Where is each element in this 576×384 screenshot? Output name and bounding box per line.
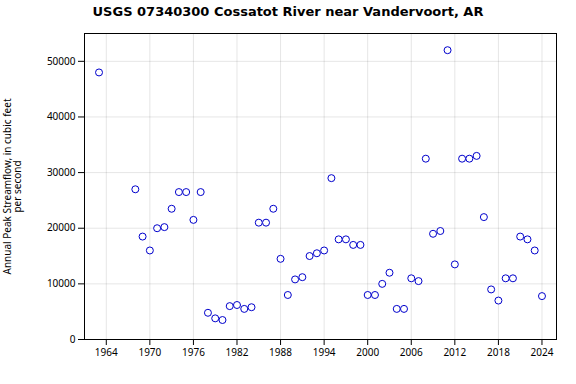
svg-text:2006: 2006 [400, 345, 423, 359]
svg-text:Annual Peak Streamflow, in cub: Annual Peak Streamflow, in cubic feetper… [0, 98, 24, 274]
svg-text:20000: 20000 [47, 220, 76, 234]
svg-text:2000: 2000 [356, 345, 379, 359]
svg-text:0: 0 [70, 332, 76, 346]
svg-text:10000: 10000 [47, 276, 76, 290]
svg-text:50000: 50000 [47, 54, 76, 68]
svg-text:1994: 1994 [313, 345, 336, 359]
html-text:USGS 07340300 Cossatot River n: USGS 07340300 Cossatot River near Vander… [92, 4, 484, 19]
svg-text:2024: 2024 [531, 345, 554, 359]
svg-text:1982: 1982 [226, 345, 249, 359]
svg-text:1970: 1970 [138, 345, 161, 359]
svg-text:1988: 1988 [269, 345, 292, 359]
svg-text:1964: 1964 [95, 345, 118, 359]
svg-text:40000: 40000 [47, 109, 76, 123]
svg-text:30000: 30000 [47, 165, 76, 179]
svg-text:2018: 2018 [487, 345, 510, 359]
svg-text:1976: 1976 [182, 345, 205, 359]
svg-text:2012: 2012 [443, 345, 466, 359]
